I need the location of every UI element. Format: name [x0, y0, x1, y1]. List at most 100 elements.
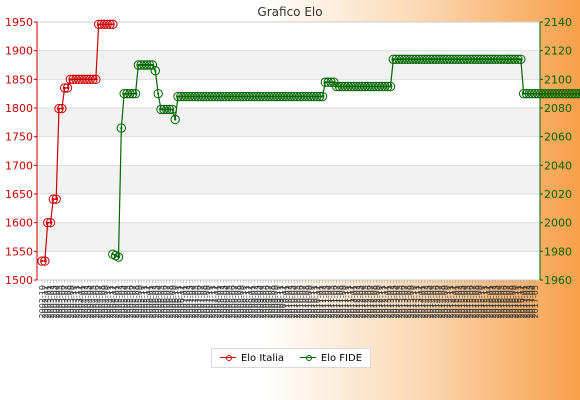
x-tick-label: 2016-05 [497, 285, 506, 318]
data-point-center-elo-fide [502, 58, 505, 61]
x-tick-label: 2010-03 [287, 285, 296, 318]
data-point-center-elo-fide [482, 58, 486, 61]
x-tick-label: 2013-04 [392, 285, 401, 318]
x-tick-label: 2003-09 [66, 285, 75, 318]
x-tick-label: 2007-03 [185, 285, 194, 318]
data-point-elo-fide [510, 54, 520, 64]
data-point-elo-fide [317, 91, 328, 102]
data-point-center-elo-fide [457, 58, 460, 61]
x-tick-label: 2011-04 [324, 285, 333, 318]
x-tick-label: 2009-08 [268, 285, 277, 318]
x-tick-label: 2013-06 [398, 285, 407, 318]
data-point-center-elo-fide [533, 92, 537, 95]
data-point-center-elo-fide [304, 95, 307, 98]
x-tick-label: 2017-04 [528, 285, 537, 318]
data-point-elo-fide [167, 104, 178, 115]
x-tick-label: 2013-11 [412, 285, 421, 318]
right-tick-label: 1960 [544, 274, 572, 287]
data-point-center-elo-fide [531, 92, 534, 95]
x-tick-label: 2014-09 [440, 285, 449, 318]
x-tick-label: 2009-11 [276, 285, 285, 318]
data-point-center-elo-fide [196, 95, 199, 98]
data-point-center-elo-fide [145, 63, 148, 67]
grid-bands [37, 22, 540, 280]
chart-title: Grafico Elo [257, 5, 322, 19]
x-tick-label: 2010-07 [299, 285, 308, 318]
right-tick-label: 2020 [544, 188, 572, 201]
data-point-elo-fide [164, 104, 175, 115]
data-point-center-elo-fide [261, 95, 265, 98]
x-tick-label: 2009-03 [253, 285, 262, 318]
x-tick-label: 2008-11 [242, 285, 251, 318]
data-point-center-elo-italia [66, 86, 69, 90]
x-tick-label: 2012-12 [381, 285, 390, 318]
x-tick-label: 2004-10 [103, 285, 112, 318]
data-point-center-elo-fide [247, 95, 250, 98]
data-point-center-elo-italia [72, 78, 75, 81]
x-tick-label: 2011-12 [347, 285, 356, 318]
x-tick-label: 2004-05 [89, 285, 98, 318]
data-point-center-elo-fide [281, 95, 284, 98]
data-point-center-elo-italia [40, 259, 44, 263]
data-point-center-elo-fide [485, 58, 488, 61]
x-tick-label: 2005-02 [115, 285, 124, 318]
left-axis: 1500 1550 1600 1650 1700 1750 1800 1850 1900 1950 [5, 16, 38, 287]
data-point-center-elo-fide [134, 92, 137, 95]
data-point-center-elo-fide [406, 58, 409, 61]
left-tick-label: 1600 [5, 217, 33, 230]
data-point-center-elo-italia [100, 23, 103, 26]
right-tick-label: 1980 [544, 245, 572, 258]
data-point-center-elo-fide [278, 95, 282, 98]
data-point-center-elo-fide [389, 85, 392, 88]
data-point-elo-italia [105, 19, 115, 29]
x-tick-label: 2012-04 [358, 285, 367, 318]
data-point-center-elo-fide [128, 92, 131, 95]
x-tick-label: 2016-01 [486, 285, 495, 318]
x-tick-label: 2005-07 [129, 285, 138, 318]
x-tick-label: 2012-05 [361, 285, 370, 318]
data-point-center-elo-italia [43, 259, 46, 263]
x-tick-label: 2008-09 [236, 285, 245, 318]
data-point-center-elo-fide [176, 95, 180, 98]
x-tick-label: 2010-01 [282, 285, 291, 318]
x-tick-label: 2008-04 [222, 285, 231, 318]
data-point-elo-fide [150, 66, 161, 76]
x-tick-label: 2012-06 [364, 285, 373, 318]
data-point-center-elo-fide [474, 58, 477, 61]
right-tick-label: 2080 [544, 102, 572, 115]
x-tick-label: 2003-04 [52, 285, 61, 318]
x-tick-label: 2006-08 [166, 285, 175, 318]
data-point-center-elo-fide [499, 58, 503, 61]
data-point-center-elo-fide [239, 95, 242, 98]
data-point-center-elo-fide [471, 58, 474, 61]
data-point-center-elo-fide [148, 63, 151, 67]
x-tick-label: 2016-04 [494, 285, 503, 318]
data-point-elo-italia [59, 83, 70, 93]
x-tick-label: 2015-11 [480, 285, 489, 318]
data-point-elo-italia [37, 256, 47, 266]
data-point-center-elo-fide [324, 81, 327, 84]
x-tick-label: 2016-02 [489, 285, 498, 318]
x-tick-label: 2010-11 [310, 285, 319, 318]
data-point-center-elo-fide [199, 95, 202, 98]
data-point-center-elo-fide [414, 58, 418, 61]
data-point-center-elo-fide [548, 92, 551, 95]
data-point-center-elo-fide [511, 58, 514, 61]
x-tick-label: 2013-09 [406, 285, 415, 318]
x-tick-label: 2006-09 [168, 285, 177, 318]
x-tick-label: 2006-11 [174, 285, 183, 318]
data-point-center-elo-fide [264, 95, 267, 98]
data-point-center-elo-fide [193, 95, 197, 98]
x-tick-label: 2007-08 [200, 285, 209, 318]
data-point-center-elo-fide [553, 92, 556, 95]
x-tick-label: 2008-06 [228, 285, 237, 318]
data-point-center-elo-fide [125, 92, 129, 95]
x-tick-label: 2007-02 [183, 285, 192, 318]
x-tick-label: 2016-03 [491, 285, 500, 318]
data-point-center-elo-fide [159, 108, 163, 111]
data-point-center-elo-fide [154, 69, 157, 72]
x-tick-label: 2007-05 [191, 285, 200, 318]
x-tick-label: 2002-10 [38, 285, 47, 318]
